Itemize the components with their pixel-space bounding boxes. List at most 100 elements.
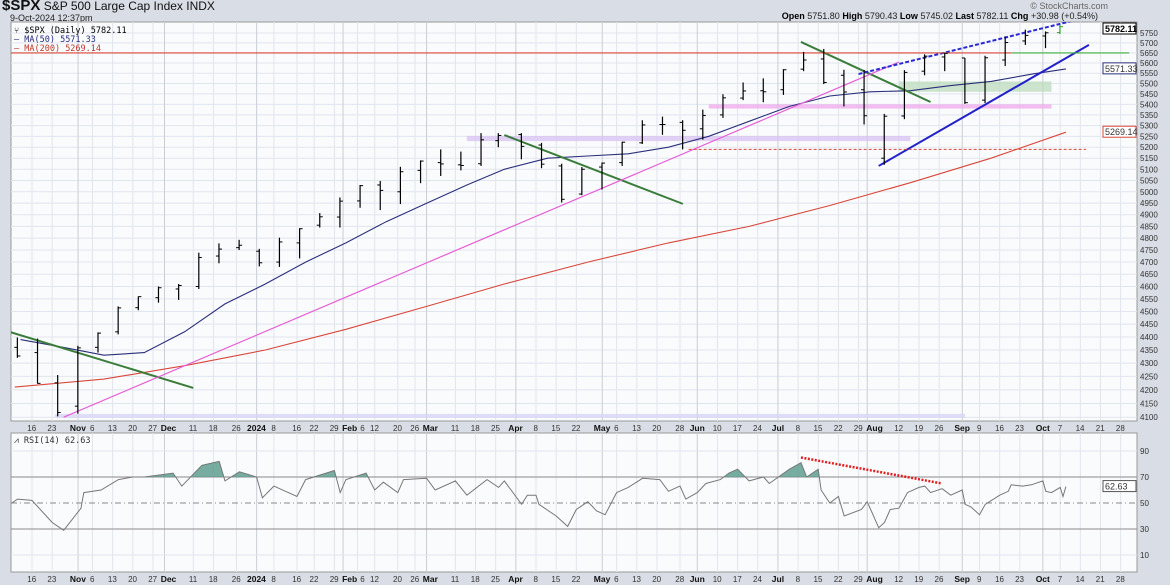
ohlc-bar [215, 243, 222, 264]
ma50-tag-text: 5571.33 [1105, 64, 1138, 74]
trendline [503, 134, 684, 205]
x-tick-label: 29 [330, 575, 339, 584]
x-tick-label: 16 [292, 575, 301, 584]
x-tick-label: Dec [161, 574, 177, 584]
ohlc-bar [236, 239, 243, 251]
x-tick-label: 12 [894, 424, 903, 433]
ohlc-bar [820, 48, 827, 85]
chg-label: Chg [1010, 11, 1029, 21]
y-tick-label: 4400 [1140, 333, 1158, 342]
x-tick-label: Oct [1036, 574, 1050, 584]
y-tick-label: 4900 [1140, 211, 1158, 220]
x-tick-label: 29 [854, 575, 863, 584]
copyright: © StockCharts.com [1030, 1, 1108, 11]
x-tick-label: Aug [866, 574, 883, 584]
x-tick-label: 25 [491, 575, 500, 584]
ohlc-bar [336, 197, 343, 228]
ohlc-bar [1042, 31, 1049, 49]
legend-ma200: — MA(200) 5269.14 [14, 44, 101, 54]
x-tick-label: 28 [1116, 575, 1125, 584]
ohlc-bar [95, 332, 101, 353]
trendline [11, 331, 194, 389]
y-tick-label: 4250 [1140, 372, 1158, 381]
low-value: 5745.02 [920, 11, 953, 21]
x-tick-label: 10 [713, 424, 722, 433]
x-tick-label: 23 [47, 424, 56, 433]
ma200-tag-text: 5269.14 [1105, 127, 1138, 137]
ma50-tag-box [1102, 62, 1137, 75]
y-tick-label: 4100 [1140, 413, 1158, 422]
y-tick-label: 4300 [1140, 359, 1158, 368]
support-band [55, 413, 966, 418]
x-tick-label: 26 [410, 424, 419, 433]
rsi-tag-text: 62.63 [1105, 482, 1128, 492]
x-tick-label: 17 [733, 424, 742, 433]
x-tick-label: 26 [410, 575, 419, 584]
ohlc-bar [1022, 29, 1029, 45]
last-label: Last [955, 11, 975, 21]
x-tick-label: 23 [1015, 575, 1024, 584]
rsi-tick-label: 30 [1140, 525, 1149, 534]
x-tick-label: 7 [1058, 424, 1063, 433]
ma50-tag: 5571.33 [1102, 62, 1138, 75]
x-tick-label: May [594, 574, 611, 584]
index-name: S&P 500 Large Cap Index [43, 0, 183, 13]
line-chart-icon: ⩘ [14, 436, 24, 446]
x-tick-label: 22 [572, 575, 581, 584]
ohlc-bar [901, 70, 908, 120]
high-label: High [842, 11, 863, 21]
y-tick-label: 5300 [1140, 122, 1158, 131]
ohlc-bar [478, 133, 485, 166]
open-label: Open [781, 11, 805, 21]
ohlc-bar [74, 345, 81, 414]
y-tick-label: 4600 [1140, 282, 1158, 291]
y-tick-label: 4200 [1140, 386, 1158, 395]
y-tick-label: 4350 [1140, 346, 1158, 355]
x-tick-label: 15 [551, 424, 560, 433]
symbol: $SPX [2, 0, 41, 14]
ohlc-bar [538, 142, 545, 169]
rsi-divergence-line [800, 456, 943, 485]
ohlc-bar [578, 167, 585, 196]
x-tick-label: 26 [232, 424, 241, 433]
rsi-overbought-fill [11, 461, 1066, 477]
ohlc-bar [518, 133, 525, 160]
x-tick-label: 8 [796, 424, 801, 433]
rsi-line [11, 460, 1067, 531]
rsi-tick-label: 10 [1140, 551, 1149, 560]
x-tick-label: Mar [423, 423, 439, 433]
x-tick-label: 28 [675, 575, 684, 584]
ohlc-bar [417, 160, 424, 184]
ohlc-bar [115, 306, 122, 335]
rsi-tick-label: 50 [1140, 499, 1149, 508]
ohlc-bar [316, 213, 323, 228]
x-tick-label: 22 [310, 424, 319, 433]
x-tick-label: 14 [1076, 575, 1085, 584]
x-tick-label: 17 [733, 575, 742, 584]
last-value: 5782.11 [976, 11, 1009, 21]
x-tick-label: 13 [632, 424, 641, 433]
x-tick-label: 6 [360, 575, 365, 584]
ohlc-bar [357, 184, 364, 208]
ohlc-bar [135, 296, 142, 311]
x-tick-label: 16 [995, 424, 1004, 433]
x-tick-label: 27 [148, 424, 157, 433]
x-tick-label: 29 [854, 424, 863, 433]
y-tick-label: 5500 [1140, 79, 1158, 88]
x-tick-label: 23 [47, 575, 56, 584]
x-tick-label: 20 [393, 575, 402, 584]
x-tick-label: 29 [330, 424, 339, 433]
ohlc-bar [558, 163, 565, 203]
x-tick-label: 8 [534, 575, 539, 584]
y-tick-label: 5250 [1140, 132, 1158, 141]
y-tick-label: 4700 [1140, 258, 1158, 267]
y-tick-label: 5450 [1140, 90, 1158, 99]
high-value: 5790.43 [864, 11, 898, 21]
y-tick-label: 5050 [1140, 176, 1158, 185]
y-tick-label: 4850 [1140, 222, 1158, 231]
x-tick-label: 18 [209, 424, 218, 433]
x-tick-label: 8 [271, 575, 276, 584]
x-tick-label: Apr [508, 423, 523, 433]
rsi-tick-label: 70 [1140, 473, 1149, 482]
